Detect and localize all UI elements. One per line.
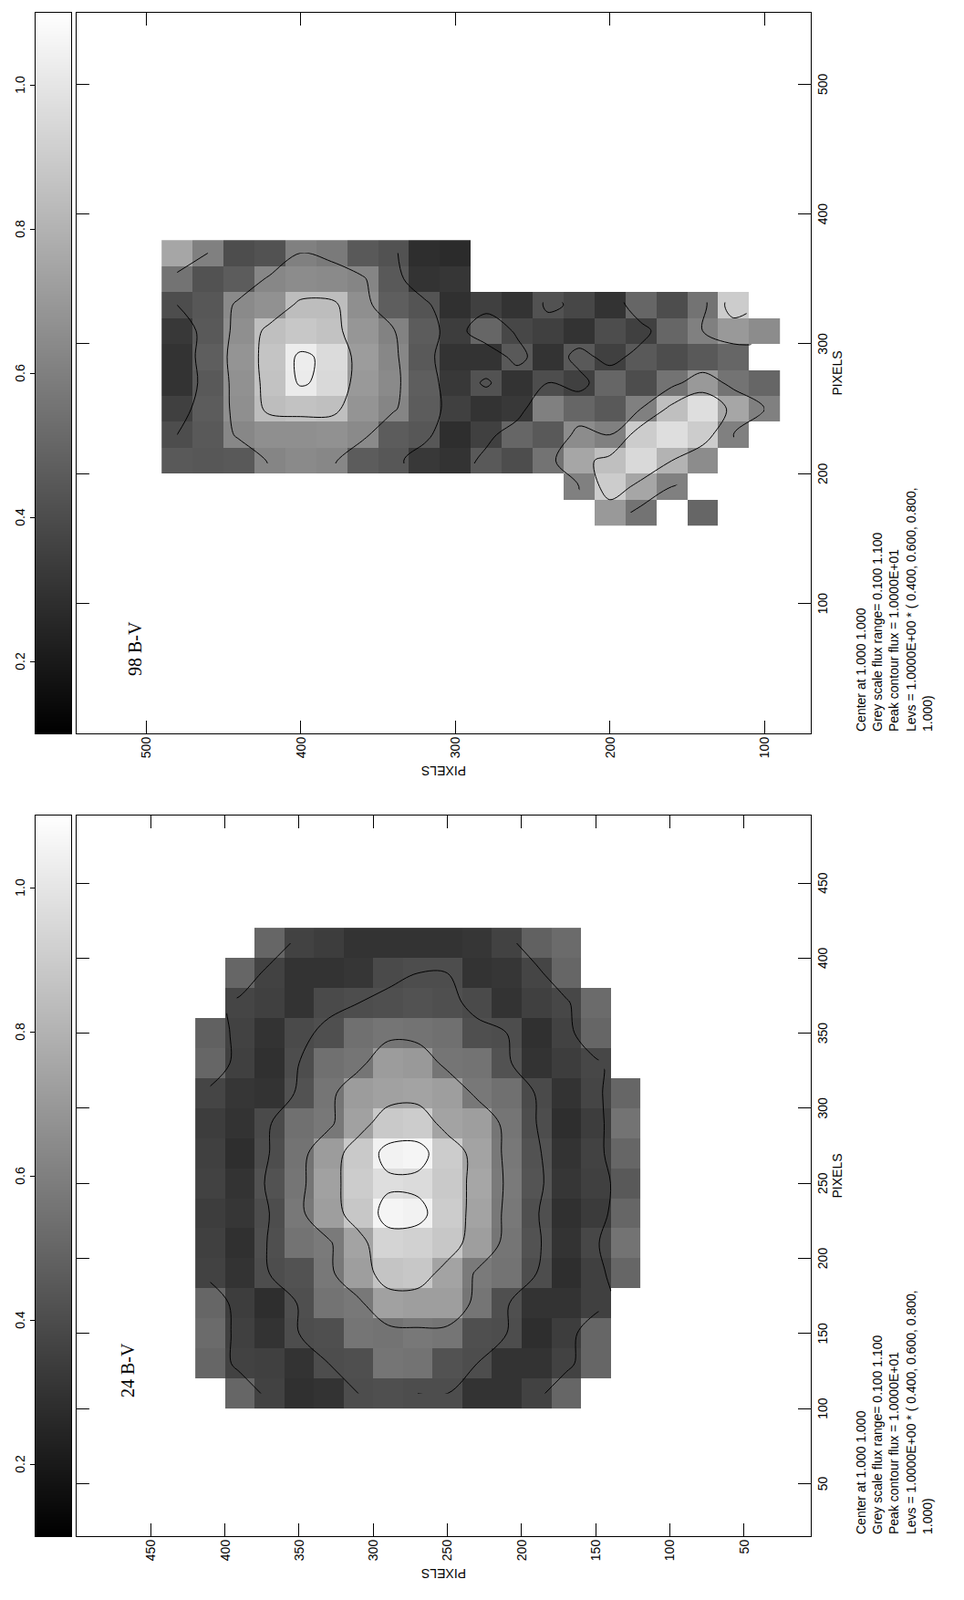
svg-text:24 B-V: 24 B-V bbox=[117, 1342, 138, 1398]
svg-text:100: 100 bbox=[815, 592, 830, 615]
svg-text:0.2: 0.2 bbox=[12, 652, 28, 671]
svg-text:100: 100 bbox=[662, 1539, 677, 1562]
svg-text:0.6: 0.6 bbox=[12, 1166, 28, 1185]
svg-text:450: 450 bbox=[815, 871, 830, 894]
svg-text:200: 200 bbox=[815, 462, 830, 485]
svg-text:200: 200 bbox=[815, 1247, 830, 1270]
svg-text:PIXELS: PIXELS bbox=[421, 1565, 467, 1581]
svg-text:1.0: 1.0 bbox=[12, 75, 28, 94]
svg-text:400: 400 bbox=[815, 203, 830, 226]
svg-text:350: 350 bbox=[291, 1539, 307, 1562]
svg-text:400: 400 bbox=[815, 946, 830, 969]
svg-text:500: 500 bbox=[138, 736, 154, 759]
svg-text:300: 300 bbox=[815, 1097, 830, 1120]
svg-text:250: 250 bbox=[439, 1539, 455, 1562]
svg-text:200: 200 bbox=[602, 736, 618, 759]
svg-text:Center at 1.000 1.000Grey scal: Center at 1.000 1.000Grey scale flux ran… bbox=[853, 1289, 935, 1535]
svg-text:400: 400 bbox=[293, 736, 309, 759]
svg-text:500: 500 bbox=[815, 72, 830, 95]
svg-text:300: 300 bbox=[447, 736, 463, 759]
svg-text:0.8: 0.8 bbox=[12, 1022, 28, 1041]
svg-text:98 B-V: 98 B-V bbox=[124, 621, 146, 676]
svg-text:300: 300 bbox=[815, 332, 830, 355]
svg-text:300: 300 bbox=[365, 1539, 381, 1562]
svg-text:PIXELS: PIXELS bbox=[421, 763, 467, 778]
svg-text:1.0: 1.0 bbox=[12, 878, 28, 897]
svg-text:0.4: 0.4 bbox=[12, 507, 28, 527]
svg-text:400: 400 bbox=[217, 1539, 233, 1562]
svg-text:100: 100 bbox=[815, 1397, 830, 1420]
svg-text:PIXELS: PIXELS bbox=[829, 1152, 845, 1198]
svg-text:0.8: 0.8 bbox=[12, 219, 28, 239]
svg-text:200: 200 bbox=[514, 1539, 529, 1562]
svg-text:350: 350 bbox=[815, 1022, 830, 1045]
svg-text:Center at 1.000 1.000Grey scal: Center at 1.000 1.000Grey scale flux ran… bbox=[853, 487, 935, 732]
svg-text:0.6: 0.6 bbox=[12, 363, 28, 383]
svg-text:50: 50 bbox=[815, 1475, 830, 1491]
svg-text:250: 250 bbox=[815, 1171, 830, 1194]
svg-text:PIXELS: PIXELS bbox=[829, 350, 845, 395]
svg-text:150: 150 bbox=[815, 1322, 830, 1345]
svg-text:0.4: 0.4 bbox=[12, 1310, 28, 1329]
svg-text:50: 50 bbox=[736, 1539, 752, 1555]
svg-text:150: 150 bbox=[588, 1539, 603, 1562]
svg-text:450: 450 bbox=[143, 1539, 158, 1562]
svg-text:100: 100 bbox=[756, 736, 772, 759]
svg-text:0.2: 0.2 bbox=[12, 1454, 28, 1473]
